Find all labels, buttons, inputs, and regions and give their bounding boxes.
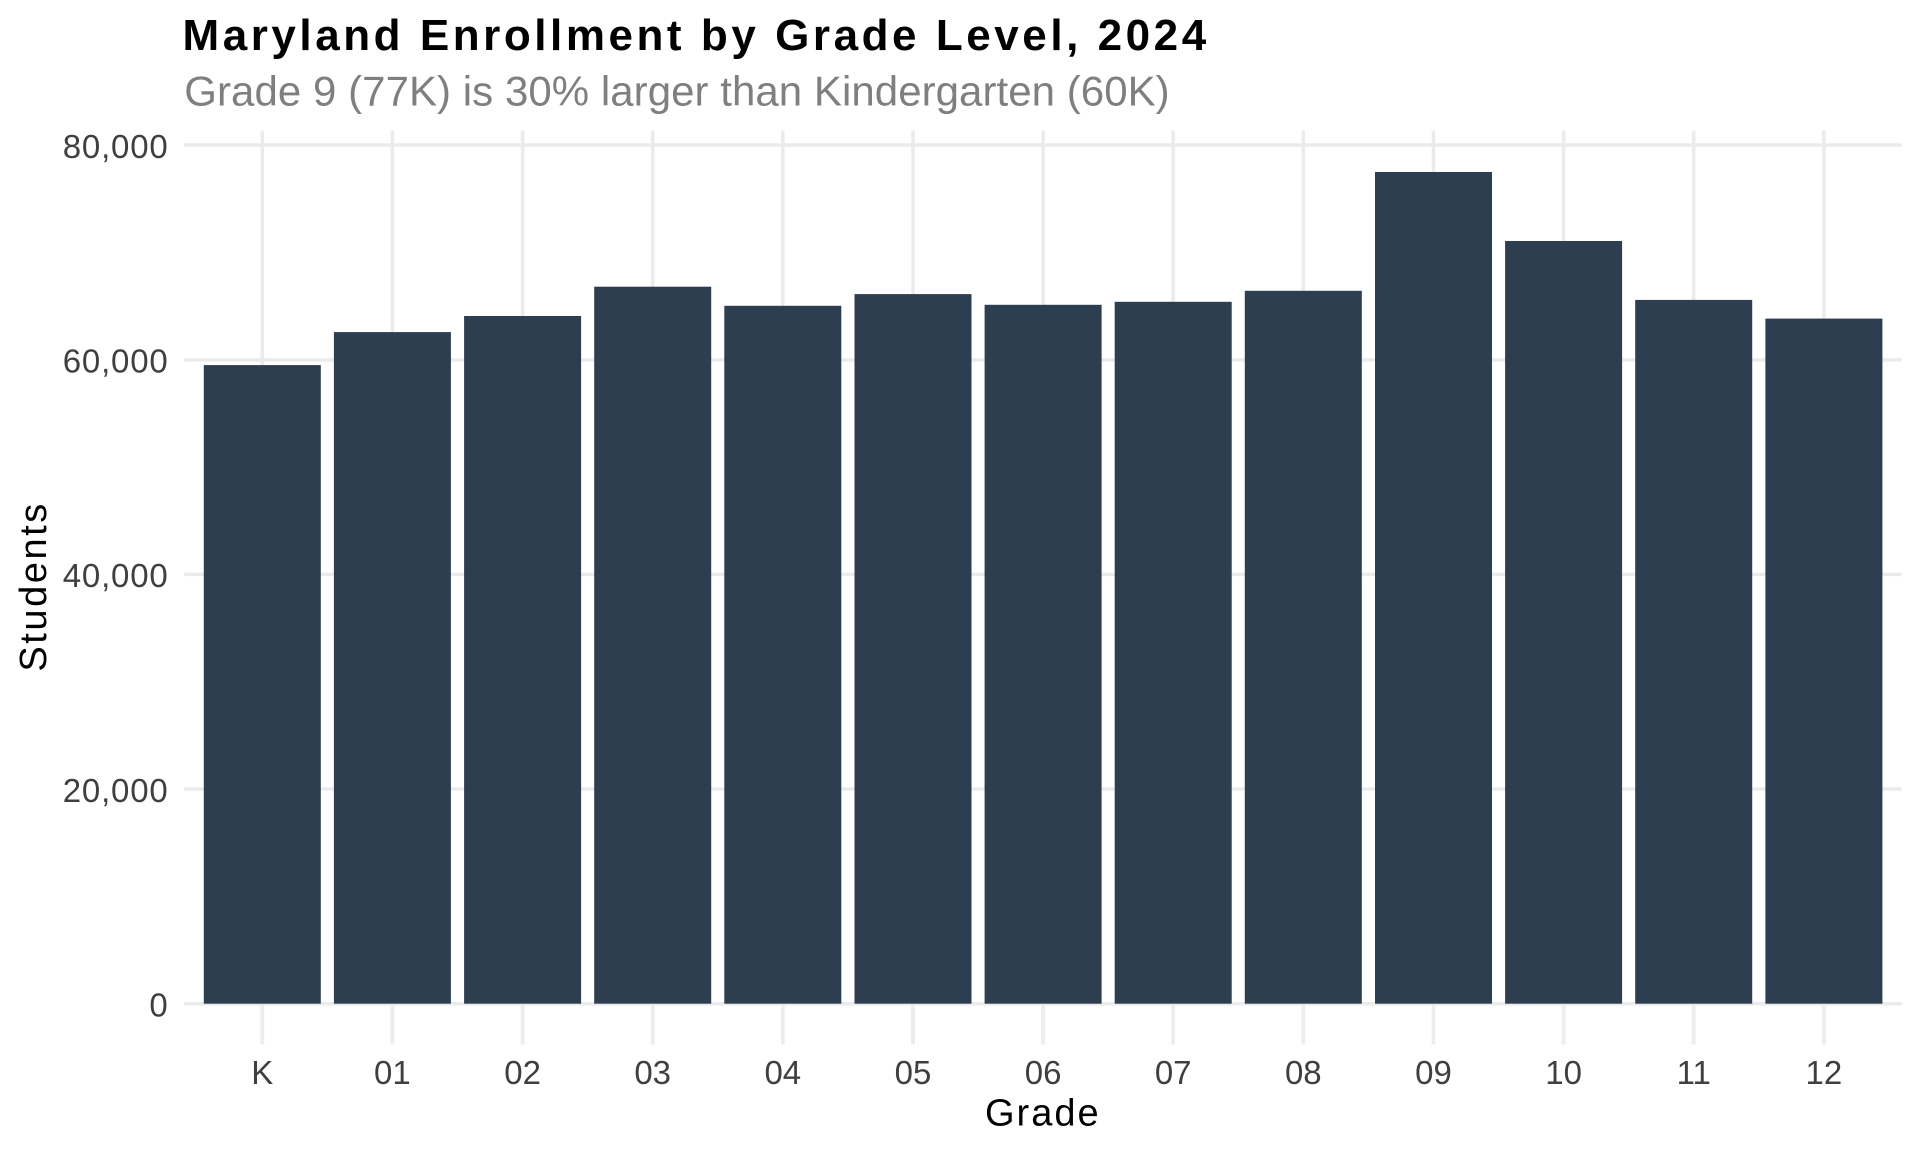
svg-text:20,000: 20,000 <box>63 772 169 809</box>
svg-text:K: K <box>251 1054 273 1091</box>
svg-text:12: 12 <box>1806 1054 1843 1091</box>
svg-text:01: 01 <box>374 1054 411 1091</box>
svg-text:80,000: 80,000 <box>63 128 169 165</box>
svg-text:0: 0 <box>149 986 168 1023</box>
svg-text:10: 10 <box>1545 1054 1582 1091</box>
svg-text:08: 08 <box>1285 1054 1322 1091</box>
svg-text:05: 05 <box>895 1054 932 1091</box>
svg-text:Maryland Enrollment by Grade L: Maryland Enrollment by Grade Level, 2024 <box>183 11 1210 60</box>
svg-text:06: 06 <box>1025 1054 1062 1091</box>
svg-text:Students: Students <box>13 501 55 671</box>
svg-text:09: 09 <box>1415 1054 1452 1091</box>
svg-text:07: 07 <box>1155 1054 1192 1091</box>
svg-text:40,000: 40,000 <box>63 557 169 594</box>
svg-text:03: 03 <box>634 1054 671 1091</box>
svg-text:Grade: Grade <box>985 1093 1101 1135</box>
svg-text:Grade 9 (77K) is 30% larger th: Grade 9 (77K) is 30% larger than Kinderg… <box>184 68 1169 115</box>
svg-text:02: 02 <box>504 1054 541 1091</box>
svg-text:04: 04 <box>764 1054 801 1091</box>
svg-text:60,000: 60,000 <box>63 343 169 380</box>
svg-text:11: 11 <box>1677 1054 1711 1091</box>
